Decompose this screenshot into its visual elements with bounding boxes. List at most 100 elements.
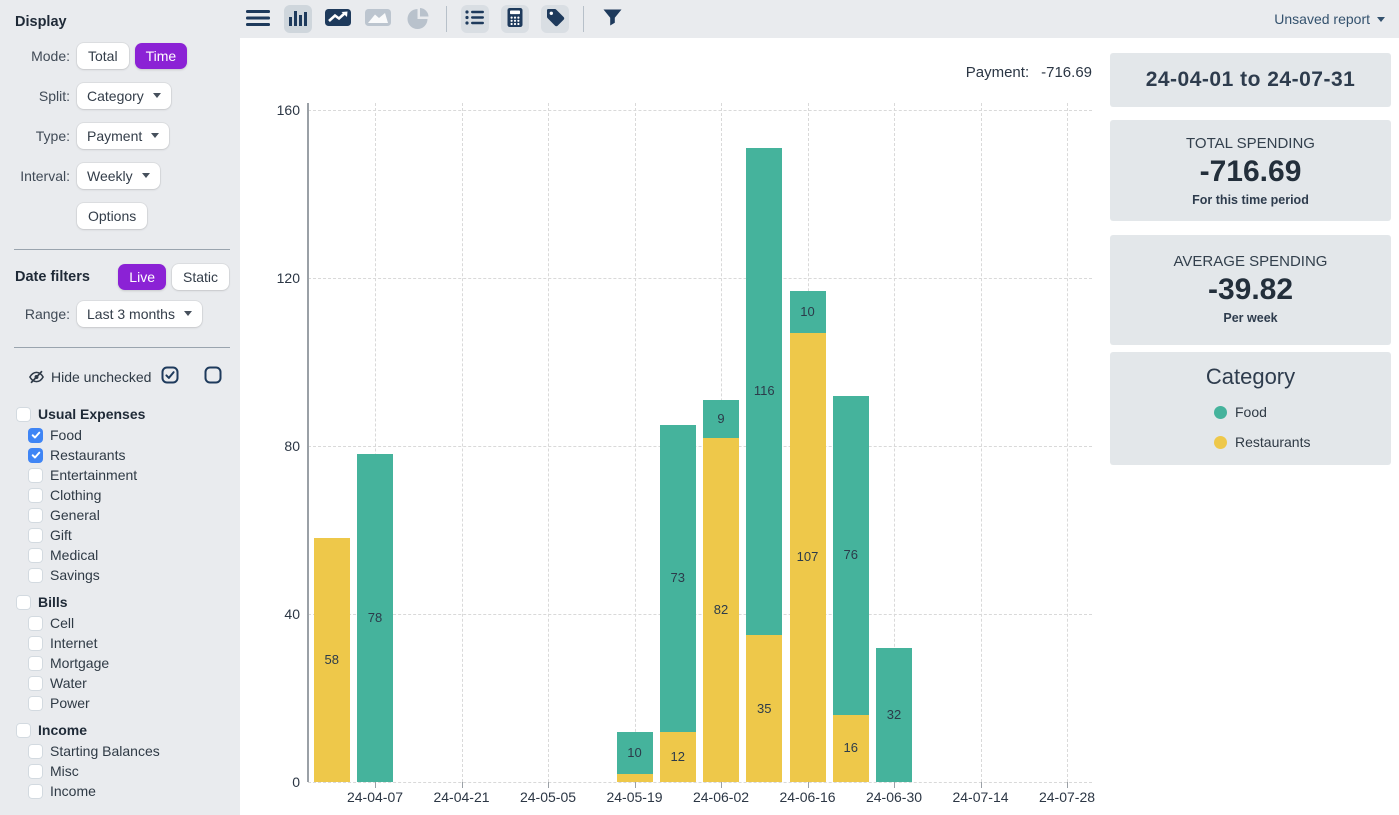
bar-value-label: 16: [843, 740, 858, 756]
interval-select[interactable]: Weekly: [77, 162, 160, 189]
checkbox-label-income[interactable]: Income: [38, 722, 88, 738]
checkbox-clothing[interactable]: [28, 487, 43, 503]
checkbox-internet[interactable]: [28, 635, 43, 651]
chart-bar-segment[interactable]: [789, 332, 826, 782]
checkbox-label-mortgage[interactable]: Mortgage: [50, 655, 110, 671]
bar-value-label: 73: [670, 570, 685, 586]
legend-dot-food: [1214, 405, 1227, 419]
checkbox-label-misc[interactable]: Misc: [50, 763, 79, 779]
menu-button[interactable]: [244, 5, 272, 33]
checkbox-mortgage[interactable]: [28, 655, 43, 671]
h-gridline: [308, 110, 1092, 111]
checkbox-label-gift[interactable]: Gift: [50, 527, 72, 543]
hide-unchecked-label[interactable]: Hide unchecked: [51, 368, 152, 385]
x-tick-label: 24-04-21: [433, 789, 490, 805]
checkbox-label-entertainment[interactable]: Entertainment: [50, 467, 138, 483]
list-view-button[interactable]: [461, 5, 489, 33]
interval-row: Interval: Weekly: [0, 162, 240, 189]
mode-total-button[interactable]: Total: [77, 42, 129, 69]
chart-bar-segment[interactable]: [876, 647, 912, 782]
report-selector[interactable]: Unsaved report: [1274, 11, 1385, 27]
checkbox-label-power[interactable]: Power: [50, 695, 90, 711]
eye-off-icon: [28, 369, 45, 385]
pie-chart-view-button[interactable]: [404, 5, 432, 33]
checkbox-income[interactable]: [28, 783, 43, 799]
checkbox-label-medical[interactable]: Medical: [50, 547, 99, 563]
checkbox-general[interactable]: [28, 507, 43, 523]
y-axis-line: [307, 103, 309, 782]
hide-unchecked-row[interactable]: Hide unchecked: [28, 366, 224, 387]
checkbox-label-starting-balances[interactable]: Starting Balances: [50, 743, 160, 759]
filter-item-entertainment: Entertainment: [28, 465, 240, 485]
checkbox-food[interactable]: [28, 427, 43, 443]
mode-time-button[interactable]: Time: [134, 42, 188, 69]
chart-bar-segment[interactable]: [703, 399, 739, 438]
date-filter-static-button[interactable]: Static: [171, 264, 229, 290]
legend-item-food: Food: [1206, 404, 1391, 420]
checkbox-water[interactable]: [28, 675, 43, 691]
checkbox-medical[interactable]: [28, 547, 43, 563]
chart-bar-segment[interactable]: [789, 290, 826, 333]
checkbox-usual-expenses[interactable]: [16, 406, 31, 422]
checkbox-label-food[interactable]: Food: [50, 427, 82, 443]
chart-bar-segment[interactable]: [357, 454, 393, 782]
chart-bar-segment[interactable]: [746, 147, 783, 635]
checkbox-label-restaurants[interactable]: Restaurants: [50, 447, 126, 463]
uncheck-all-button[interactable]: [198, 366, 222, 387]
chart-bar-segment[interactable]: [746, 635, 783, 782]
checkbox-bills[interactable]: [16, 594, 31, 610]
checkbox-label-water[interactable]: Water: [50, 675, 87, 691]
checkbox-entertainment[interactable]: [28, 467, 43, 483]
chart-bar-segment[interactable]: [832, 395, 869, 715]
chart-bar-segment[interactable]: [616, 773, 653, 782]
checkbox-label-income[interactable]: Income: [50, 783, 96, 799]
h-gridline: [308, 446, 1092, 447]
filter-button[interactable]: [598, 5, 626, 33]
checkbox-cell[interactable]: [28, 615, 43, 631]
chart-bar-segment[interactable]: [313, 538, 350, 782]
checkbox-income[interactable]: [16, 722, 31, 738]
split-select[interactable]: Category: [77, 82, 171, 109]
checkbox-label-savings[interactable]: Savings: [50, 567, 100, 583]
range-select[interactable]: Last 3 months: [77, 300, 202, 327]
checkbox-gift[interactable]: [28, 527, 43, 543]
tag-button[interactable]: [541, 5, 569, 33]
area-chart-view-button[interactable]: [364, 5, 392, 33]
chart-bar-segment[interactable]: [659, 731, 696, 782]
interval-select-value: Weekly: [87, 167, 133, 184]
x-tick-label: 24-04-07: [346, 789, 404, 805]
calculator-button[interactable]: [501, 5, 529, 33]
checkbox-label-general[interactable]: General: [50, 507, 100, 523]
checkbox-restaurants[interactable]: [28, 447, 43, 463]
checkbox-label-internet[interactable]: Internet: [50, 635, 98, 651]
chart-bar-segment[interactable]: [659, 425, 696, 732]
date-filter-live-button[interactable]: Live: [118, 264, 166, 290]
checkbox-label-clothing[interactable]: Clothing: [50, 487, 102, 503]
bar-chart-view-button[interactable]: [284, 5, 312, 33]
chart-bar-segment[interactable]: [832, 714, 869, 782]
checkbox-power[interactable]: [28, 695, 43, 711]
type-row: Type: Payment: [0, 122, 240, 149]
line-chart-view-button[interactable]: [324, 5, 352, 33]
checkbox-misc[interactable]: [28, 763, 43, 779]
legend-dot-restaurants: [1214, 435, 1227, 449]
chart-bar-segment[interactable]: [703, 437, 739, 782]
chart-bar-segment[interactable]: [616, 731, 653, 774]
filter-item-misc: Misc: [28, 761, 240, 781]
pie-chart-icon: [407, 7, 429, 32]
bar-value-label: 35: [757, 700, 772, 716]
average-spending-value: -39.82: [1207, 273, 1294, 306]
average-spending-title: AVERAGE SPENDING: [1173, 253, 1328, 270]
options-button[interactable]: Options: [77, 202, 148, 229]
type-select[interactable]: Payment: [77, 122, 170, 149]
mode-toggle: Total Time: [77, 42, 188, 69]
interval-label: Interval:: [20, 167, 70, 184]
bar-value-label: 10: [627, 744, 642, 760]
check-all-button[interactable]: [155, 366, 179, 387]
h-gridline: [308, 614, 1092, 615]
checkbox-savings[interactable]: [28, 567, 43, 583]
checkbox-label-usual-expenses[interactable]: Usual Expenses: [38, 406, 146, 422]
checkbox-starting-balances[interactable]: [28, 743, 43, 759]
checkbox-label-bills[interactable]: Bills: [38, 594, 68, 610]
checkbox-label-cell[interactable]: Cell: [50, 615, 75, 631]
